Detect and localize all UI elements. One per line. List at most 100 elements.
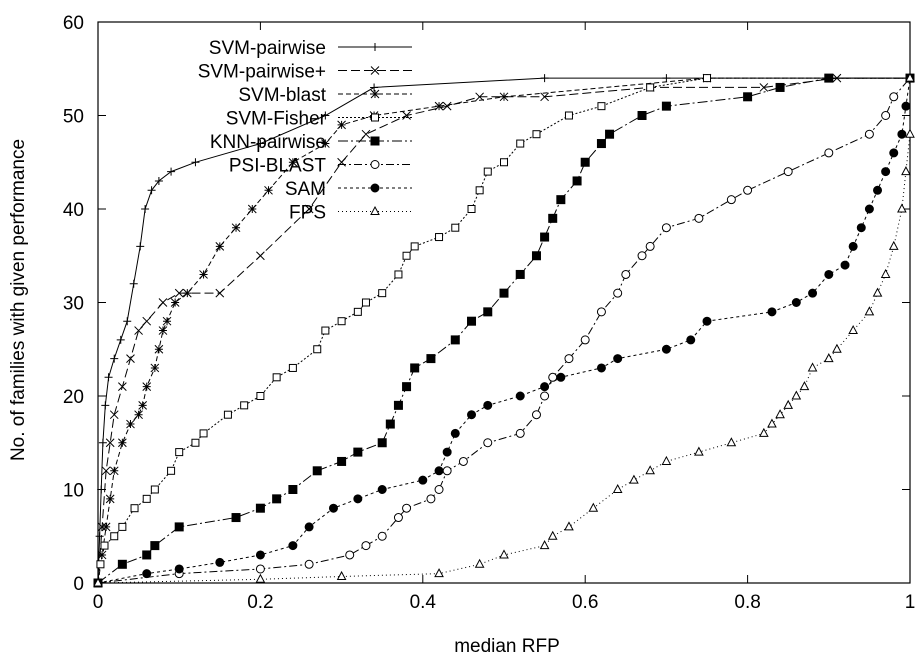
data-point: [662, 74, 671, 83]
data-point: [215, 557, 225, 567]
data-point: [515, 391, 525, 401]
data-point: [105, 438, 115, 448]
data-point: [167, 466, 176, 475]
data-point: [646, 83, 655, 92]
series-svm-fisher: [94, 74, 914, 587]
data-point: [402, 251, 411, 260]
data-point: [889, 148, 899, 158]
data-point: [597, 102, 606, 111]
data-point: [807, 362, 818, 372]
data-point: [174, 564, 184, 574]
legend-label: SVM-Fisher: [226, 109, 327, 130]
data-point: [345, 550, 355, 560]
data-point: [256, 139, 265, 148]
y-axis-label: No. of families with given performance: [8, 139, 29, 461]
data-point: [223, 410, 232, 419]
data-point: [321, 326, 330, 335]
data-point: [402, 111, 411, 120]
data-point: [370, 83, 379, 92]
data-point: [105, 494, 115, 504]
legend-label: SAM: [285, 179, 326, 200]
x-axis: 0 0.2 0.4 0.6 0.8 1: [93, 22, 915, 613]
data-point: [556, 372, 566, 382]
data-point: [872, 287, 883, 297]
data-point: [458, 456, 468, 466]
legend-label: FPS: [289, 203, 326, 224]
data-point: [767, 307, 777, 317]
series-fps: [93, 72, 915, 587]
data-point: [783, 399, 794, 409]
data-point: [434, 568, 444, 578]
legend: SVM-pairwise SVM-pairwise+SVM-blast SVM-Fi…: [198, 38, 412, 224]
data-point: [109, 410, 119, 420]
x-tick-label: 0: [93, 592, 104, 613]
data-point: [313, 345, 322, 354]
data-point: [377, 438, 387, 448]
data-point: [775, 82, 785, 92]
legend-entry: SVM-blast: [238, 85, 412, 106]
legend-entry: SAM: [285, 179, 412, 200]
data-point: [138, 400, 148, 410]
data-point: [467, 205, 476, 213]
data-point: [475, 186, 484, 195]
data-point: [150, 485, 159, 494]
data-point: [116, 335, 125, 344]
data-point: [95, 532, 104, 541]
legend-marker: [370, 183, 380, 193]
data-point: [255, 573, 266, 583]
data-point: [547, 530, 558, 540]
data-point: [353, 447, 363, 457]
data-point: [901, 101, 911, 111]
y-tick-label: 20: [63, 387, 84, 408]
data-point: [101, 466, 111, 476]
data-point: [901, 166, 911, 176]
data-point: [93, 577, 103, 587]
data-point: [129, 279, 138, 288]
data-point: [321, 111, 330, 120]
data-point: [150, 541, 160, 551]
data-point: [548, 213, 558, 223]
plot-frame: [97, 21, 911, 584]
data-point: [612, 483, 623, 493]
data-point: [824, 73, 834, 83]
data-point: [515, 428, 525, 438]
data-point: [288, 541, 298, 551]
data-point: [337, 456, 347, 466]
data-point: [142, 382, 152, 392]
data-point: [215, 288, 225, 298]
data-point: [596, 307, 606, 317]
data-point: [174, 288, 184, 298]
data-point: [588, 502, 599, 512]
data-point: [170, 298, 180, 307]
legend-label: SVM-pairwise: [209, 38, 326, 59]
data-point: [130, 504, 139, 513]
data-point: [661, 223, 671, 233]
data-point: [791, 298, 801, 307]
data-point: [255, 564, 265, 574]
legend-entry: FPS: [289, 203, 412, 224]
data-point: [272, 373, 281, 382]
data-point: [483, 438, 493, 448]
data-point: [848, 324, 858, 335]
data-point: [353, 307, 362, 316]
data-point: [361, 541, 371, 551]
y-tick-label: 0: [73, 574, 84, 595]
data-point: [540, 92, 549, 102]
data-point: [516, 139, 525, 148]
data-point: [118, 522, 127, 531]
data-point: [864, 306, 875, 316]
series-line: [97, 77, 910, 584]
data-point: [255, 550, 265, 560]
data-point: [832, 343, 842, 353]
data-point: [791, 390, 802, 400]
data-point: [434, 466, 444, 476]
data-point: [767, 418, 777, 428]
data-point: [134, 410, 143, 420]
data-point: [141, 205, 150, 213]
data-point: [873, 185, 883, 195]
data-point: [247, 204, 257, 214]
data-point: [101, 522, 111, 532]
data-point: [272, 494, 282, 504]
data-point: [897, 129, 907, 139]
x-axis-label: median RFP: [454, 636, 560, 657]
